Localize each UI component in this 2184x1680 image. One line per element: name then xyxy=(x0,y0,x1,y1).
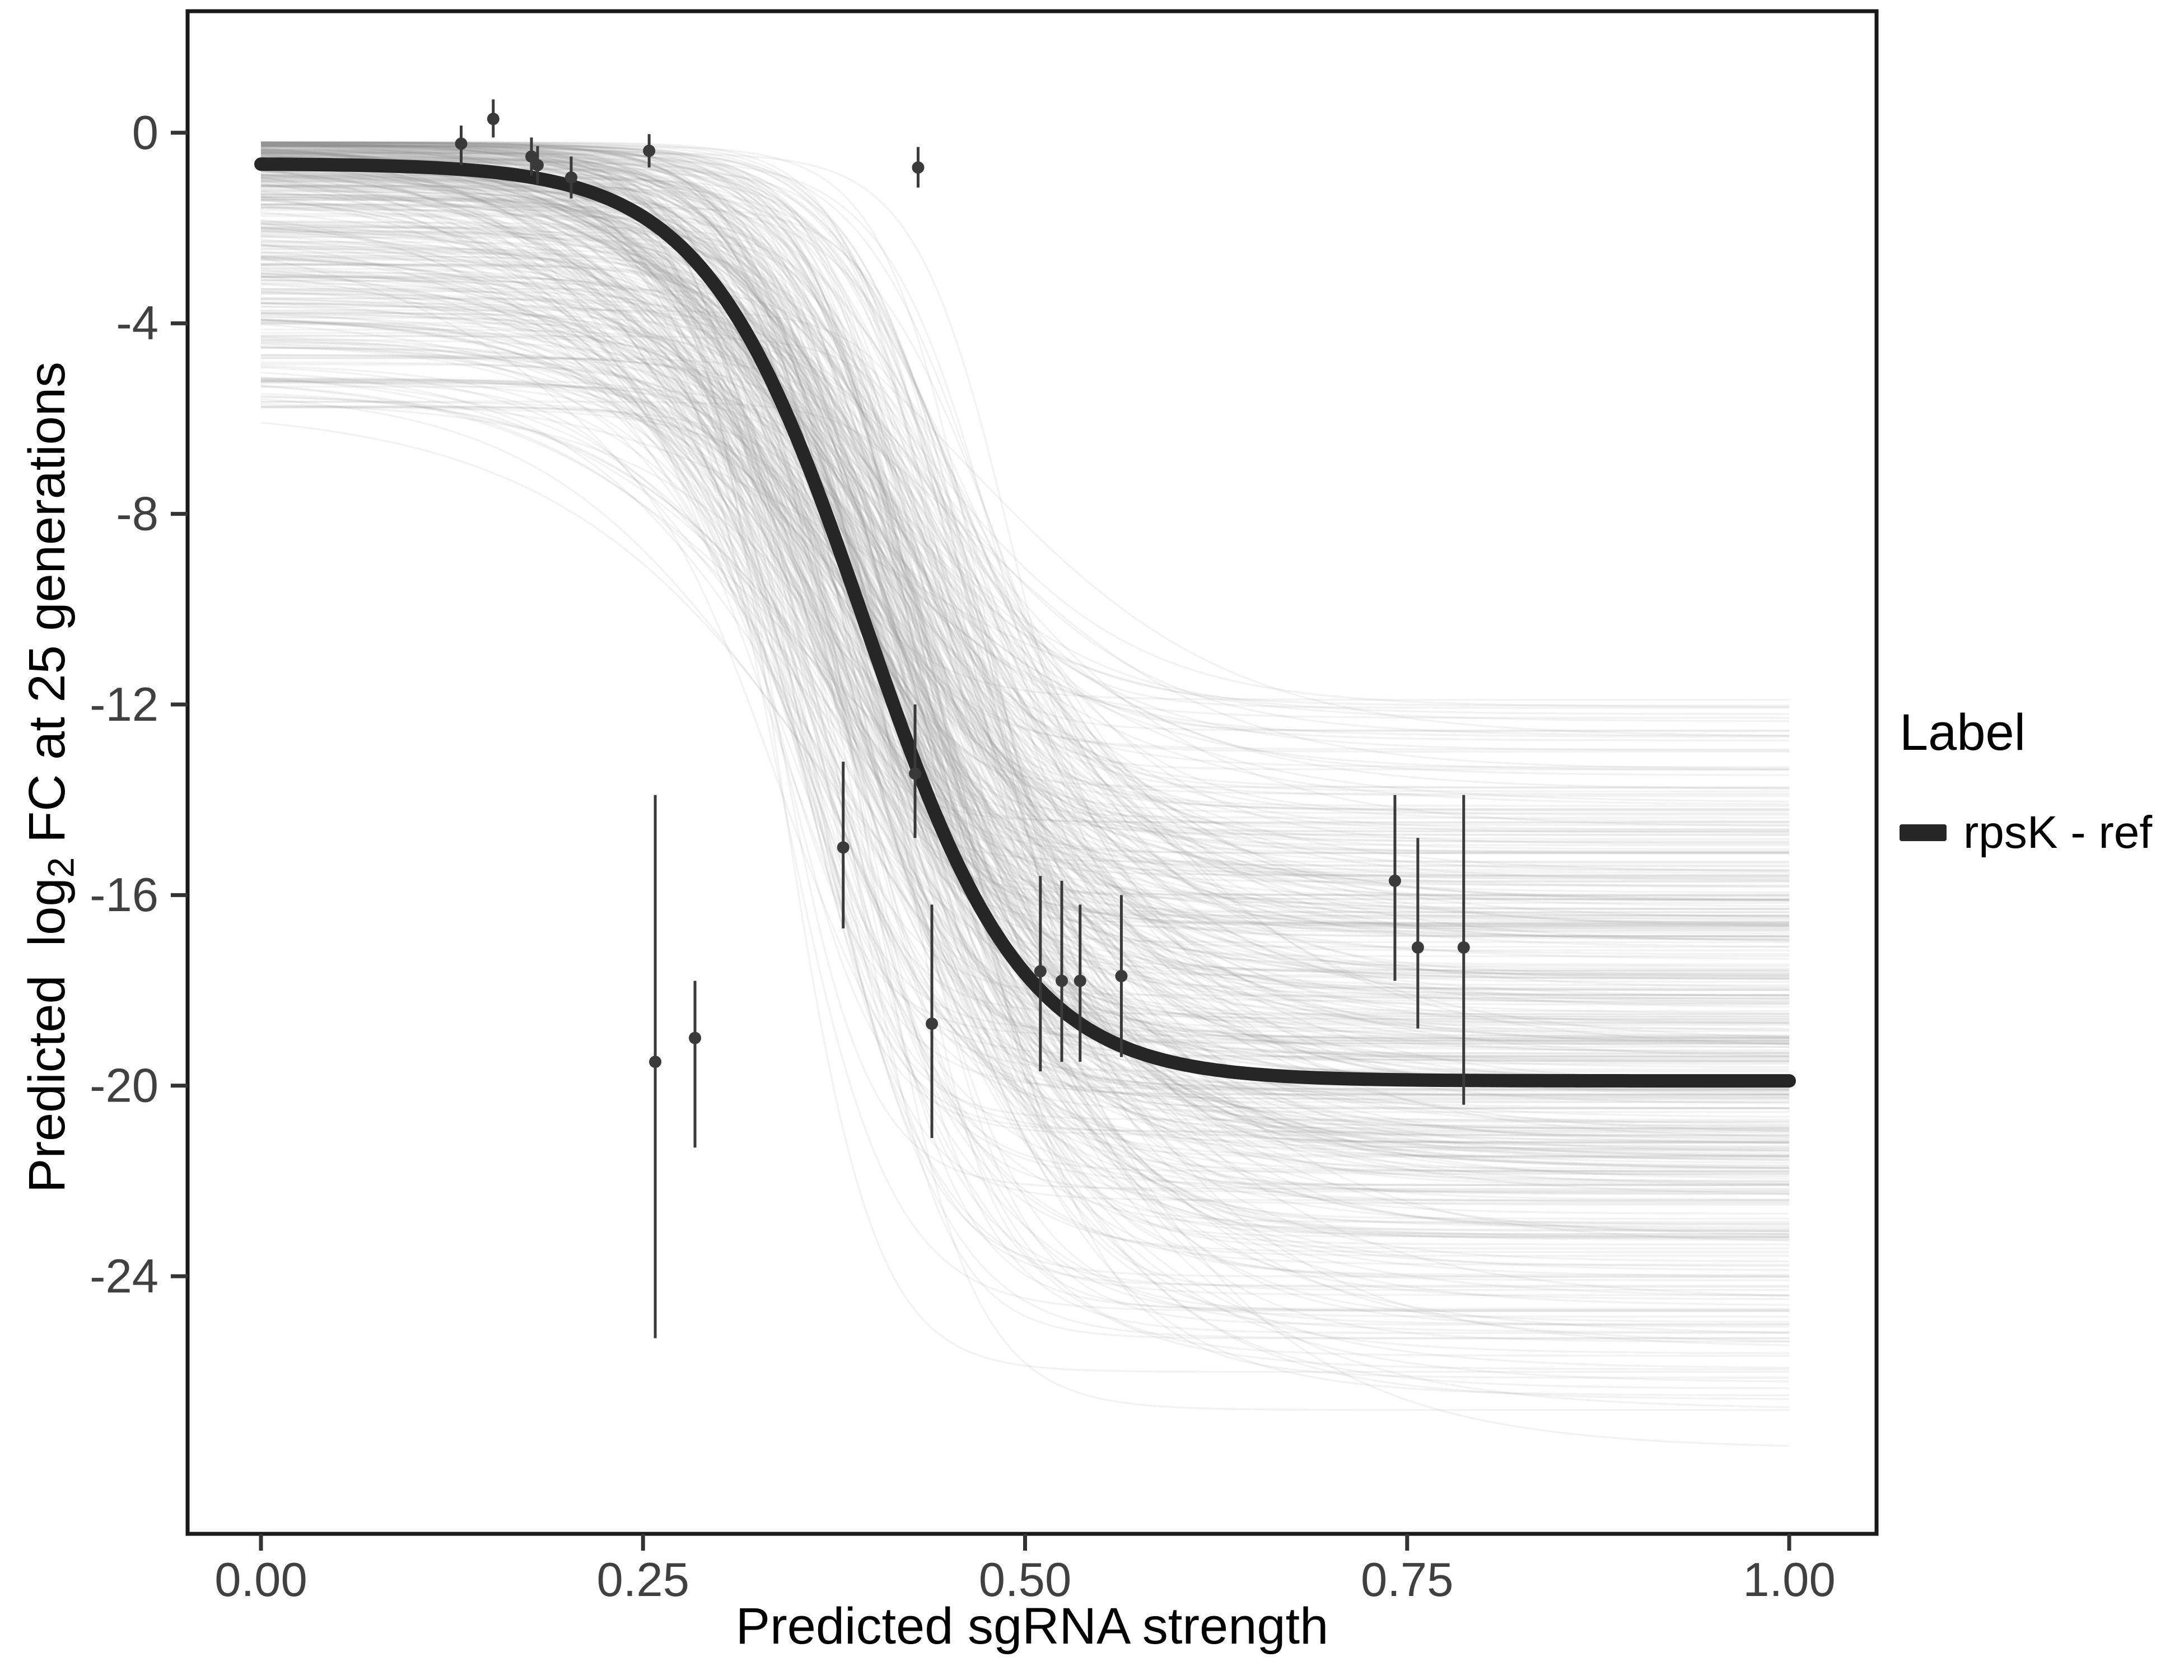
legend-title: Label xyxy=(1900,704,2026,761)
y-tick-label: -4 xyxy=(116,297,158,350)
y-tick-label: -24 xyxy=(90,1250,158,1303)
legend-entry: rpsK - ref xyxy=(1900,810,2152,856)
y-tick-label: -20 xyxy=(90,1060,158,1113)
y-axis-title-sub: 2 xyxy=(40,857,82,878)
y-tick-label: -16 xyxy=(90,869,158,922)
x-tick-label: 0.25 xyxy=(597,1553,689,1607)
y-axis-title-pre: Predicted log xyxy=(18,878,76,1193)
y-axis-title-post: FC at 25 generations xyxy=(18,361,76,857)
x-tick-label: 0.00 xyxy=(214,1553,307,1607)
x-axis-title: Predicted sgRNA strength xyxy=(735,1598,1329,1655)
y-tick-label: 0 xyxy=(132,106,158,160)
y-axis-title: Predicted log2 FC at 25 generations xyxy=(18,361,82,1193)
legend: Label rpsK - ref xyxy=(1900,707,2152,856)
legend-entry-label: rpsK - ref xyxy=(1963,807,2153,858)
y-tick-label: -8 xyxy=(116,488,158,541)
x-tick-label: 1.00 xyxy=(1743,1553,1835,1607)
x-tick-label: 0.75 xyxy=(1361,1553,1453,1607)
legend-key-line xyxy=(1900,824,1947,841)
y-tick-label: -12 xyxy=(90,678,158,731)
x-tick-label: 0.50 xyxy=(979,1553,1071,1607)
